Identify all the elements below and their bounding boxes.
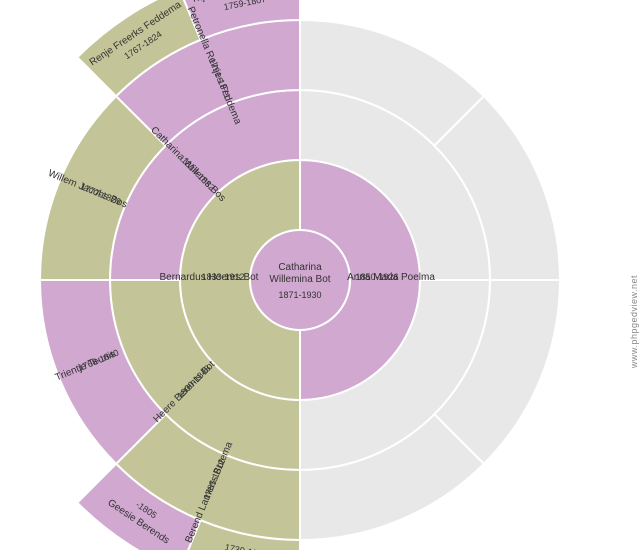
center-name-1: Catharina <box>278 262 322 273</box>
person-dates: 1833-1912 <box>201 272 244 282</box>
center-name-2: Willemina Bot <box>269 274 330 285</box>
fan-chart: CatharinaWillemina Bot1871-1930Bernardus… <box>0 0 640 550</box>
center-dates: 1871-1930 <box>278 290 321 300</box>
person-dates: 1850-1926 <box>355 272 398 282</box>
watermark: www.phpgedview.net <box>629 275 639 368</box>
